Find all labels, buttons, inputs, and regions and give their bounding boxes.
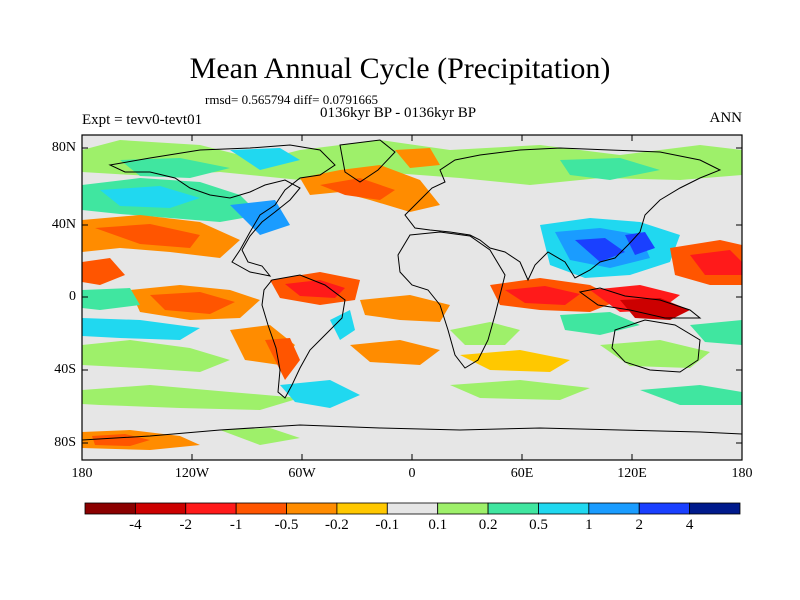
- coastlines: [82, 139, 742, 441]
- anomaly-region: [640, 385, 742, 405]
- colorbar-swatch: [588, 502, 640, 515]
- anomaly-region: [100, 186, 200, 208]
- anomaly-region: [625, 232, 655, 255]
- longitude-label: 120W: [174, 466, 210, 481]
- coastline-north-america: [108, 144, 336, 277]
- colorbar-swatch: [487, 502, 539, 515]
- anomaly-region: [320, 178, 395, 200]
- anomaly-region: [230, 148, 300, 170]
- season-label: ANN: [709, 110, 743, 126]
- coastline-africa: [397, 231, 506, 369]
- colorbar-label: -0.5: [274, 517, 299, 533]
- latitude-label: 80S: [54, 435, 76, 450]
- coastline-eurasia: [404, 147, 722, 282]
- anomaly-region: [575, 238, 625, 262]
- colorbar-swatch: [437, 502, 489, 515]
- colorbar-swatch: [134, 502, 187, 515]
- anomaly-region: [82, 288, 140, 310]
- anomaly-region: [150, 292, 235, 314]
- coastline-greenland: [339, 139, 396, 183]
- colorbar-label: 0.2: [478, 517, 498, 533]
- anomaly-region: [690, 250, 742, 275]
- colorbar-swatch: [286, 502, 338, 515]
- anomaly-region: [280, 380, 360, 408]
- longitude-label: 120E: [617, 466, 647, 481]
- anomaly-region: [82, 258, 125, 285]
- coastline-indonesia: [578, 287, 702, 319]
- anomaly-region: [560, 158, 660, 180]
- colorbar-swatch: [235, 502, 287, 515]
- colorbar-swatch: [689, 502, 741, 515]
- map-title: Mean Annual Cycle (Precipitation): [189, 52, 611, 85]
- anomaly-region: [330, 310, 355, 340]
- anomaly-region: [450, 322, 520, 345]
- colorbar: [84, 502, 741, 515]
- axis-ticks: [81, 135, 743, 460]
- longitude-label: 60E: [510, 466, 534, 481]
- coastline-australia: [611, 319, 701, 373]
- anomaly-region: [82, 385, 300, 410]
- colorbar-swatch: [185, 502, 237, 515]
- anomaly-region: [560, 312, 640, 335]
- latitude-label: 0: [69, 289, 76, 304]
- anomaly-region: [360, 295, 450, 322]
- colorbar-label: 4: [685, 517, 694, 533]
- latitude-label: 40S: [54, 362, 76, 377]
- anomaly-region: [82, 318, 200, 340]
- anomaly-region: [395, 148, 440, 168]
- anomaly-region: [620, 298, 690, 320]
- colorbar-label: -0.2: [325, 517, 349, 533]
- longitude-label: 180: [71, 466, 93, 481]
- colorbar-label: 0.5: [529, 517, 548, 533]
- coastline-south-america: [261, 274, 346, 399]
- anomaly-region: [95, 224, 200, 248]
- colorbar-swatch: [336, 502, 388, 515]
- anomaly-region: [220, 428, 300, 445]
- longitude-label: 0: [408, 466, 416, 481]
- anomaly-region: [690, 320, 742, 345]
- anomaly-region: [265, 338, 300, 380]
- period-label: 0136kyr BP - 0136kyr BP: [320, 105, 477, 121]
- colorbar-swatch: [638, 502, 691, 515]
- colorbar-label: 0.1: [428, 517, 448, 533]
- colorbar-label: -4: [129, 517, 142, 533]
- anomaly-region: [350, 340, 440, 365]
- anomaly-region: [450, 380, 590, 400]
- longitude-label: 60W: [288, 466, 316, 481]
- colorbar-label: 2: [635, 517, 643, 533]
- latitude-label: 40N: [51, 217, 76, 232]
- anomaly-region: [82, 340, 230, 372]
- colorbar-swatch: [84, 502, 136, 515]
- anomaly-region: [285, 280, 345, 298]
- colorbar-label: -2: [179, 517, 193, 533]
- anomaly-region: [505, 286, 580, 305]
- map-field: [82, 135, 742, 460]
- colorbar-label: -1: [229, 517, 243, 533]
- rmsd-diff-stats: rmsd= 0.565794 diff= 0.0791665: [205, 92, 378, 107]
- colorbar-swatch: [386, 502, 439, 515]
- colorbar-label: -0.1: [375, 517, 400, 533]
- colorbar-label: 1: [585, 517, 593, 533]
- experiment-label: Expt = tevv0-tevt01: [82, 112, 203, 128]
- anomaly-region: [120, 158, 230, 178]
- coastline-antarctica: [82, 424, 742, 441]
- colorbar-swatch: [538, 502, 590, 515]
- anomaly-region: [600, 340, 710, 368]
- anomaly-region: [460, 350, 570, 372]
- latitude-label: 80N: [51, 140, 76, 155]
- longitude-label: 180: [731, 466, 753, 481]
- anomaly-region: [230, 200, 290, 235]
